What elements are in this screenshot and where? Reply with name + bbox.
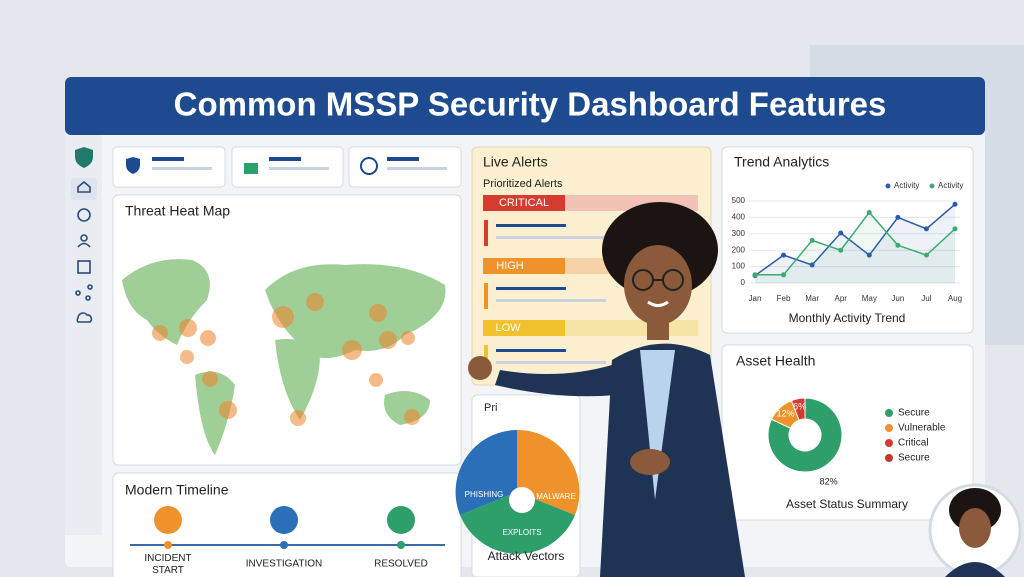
- segment-label: EXPLOITS: [502, 528, 541, 537]
- legend-label: Secure: [898, 453, 930, 464]
- legend-label: Activity: [894, 181, 919, 190]
- segment-label: MALWARE: [536, 492, 576, 501]
- card-title: Modern Timeline: [125, 482, 229, 498]
- legend-swatch: [929, 183, 935, 189]
- sidebar: [65, 135, 102, 535]
- chart-title: Monthly Activity Trend: [789, 311, 906, 325]
- x-tick-label: Jul: [921, 294, 931, 303]
- point: [809, 237, 815, 243]
- card-subtitle: Prioritized Alerts: [483, 178, 563, 190]
- y-tick-label: 100: [732, 262, 746, 271]
- segment-label: PHISHING: [465, 490, 504, 499]
- alert-level: HIGH: [496, 260, 524, 272]
- shield-icon: [75, 147, 93, 168]
- legend-swatch: [885, 424, 893, 432]
- legend-swatch: [885, 183, 891, 189]
- point: [952, 201, 958, 207]
- data-label: 12%: [776, 409, 794, 419]
- y-tick-label: 500: [732, 196, 746, 205]
- point: [838, 230, 844, 236]
- legend-label: Vulnerable: [898, 423, 946, 434]
- legend-swatch: [885, 454, 893, 462]
- legend-label: Secure: [898, 408, 930, 419]
- series-line: [754, 203, 956, 277]
- point: [895, 242, 901, 248]
- alert-level: CRITICAL: [499, 197, 549, 209]
- timeline-step: RESOLVED: [374, 559, 428, 570]
- card-title: Asset Health: [736, 353, 815, 369]
- point: [781, 252, 787, 258]
- header-bar: [65, 77, 985, 135]
- point: [923, 252, 929, 258]
- point: [866, 209, 872, 215]
- x-tick-label: Jun: [891, 294, 904, 303]
- card-title: Attack Vectors: [488, 549, 565, 563]
- timeline-step: INVESTIGATION: [246, 559, 323, 570]
- sidebar-icons: [71, 178, 97, 323]
- header-title: Common MSSP Security Dashboard Features: [174, 86, 887, 123]
- card-title: Threat Heat Map: [125, 203, 230, 219]
- y-tick-label: 400: [732, 213, 746, 222]
- x-tick-label: May: [862, 294, 877, 303]
- data-label: 6%: [793, 401, 806, 411]
- point: [895, 214, 901, 220]
- point: [952, 226, 958, 232]
- legend-swatch: [885, 409, 893, 417]
- point: [752, 272, 758, 278]
- area: [755, 212, 955, 283]
- card-title: Live Alerts: [483, 154, 548, 170]
- avatar: [928, 483, 1022, 577]
- area: [755, 204, 955, 283]
- hotspots: [152, 293, 420, 426]
- y-tick-label: 200: [732, 245, 746, 254]
- timeline-step: INCIDENT START: [144, 553, 191, 576]
- x-tick-label: Aug: [948, 294, 962, 303]
- x-tick-label: Apr: [834, 294, 847, 303]
- series-line: [755, 211, 956, 276]
- legend-swatch: [885, 439, 893, 447]
- point: [781, 272, 787, 278]
- y-tick-label: 0: [741, 278, 746, 287]
- timeline-icons: [154, 506, 415, 549]
- card-title: Trend Analytics: [734, 154, 829, 170]
- caption: Asset Status Summary: [786, 497, 908, 511]
- x-tick-label: Mar: [805, 294, 819, 303]
- x-tick-label: Jan: [749, 294, 762, 303]
- point: [923, 226, 929, 232]
- stat-cards: [112, 146, 462, 188]
- alert-level: LOW: [495, 322, 521, 334]
- card-title: Pri: [484, 402, 497, 414]
- y-tick-label: 300: [732, 229, 746, 238]
- attack-vector-donut: [455, 429, 580, 554]
- point: [866, 252, 872, 258]
- donut-segment: [767, 397, 843, 473]
- point: [838, 247, 844, 253]
- presenter: [468, 202, 745, 577]
- x-tick-label: Feb: [777, 294, 791, 303]
- donut-segment: [790, 397, 806, 421]
- alert-bars: [483, 195, 698, 371]
- data-label: 82%: [820, 477, 838, 487]
- legend-label: Critical: [898, 438, 929, 449]
- legend-label: Activity: [938, 181, 963, 190]
- point: [809, 262, 815, 268]
